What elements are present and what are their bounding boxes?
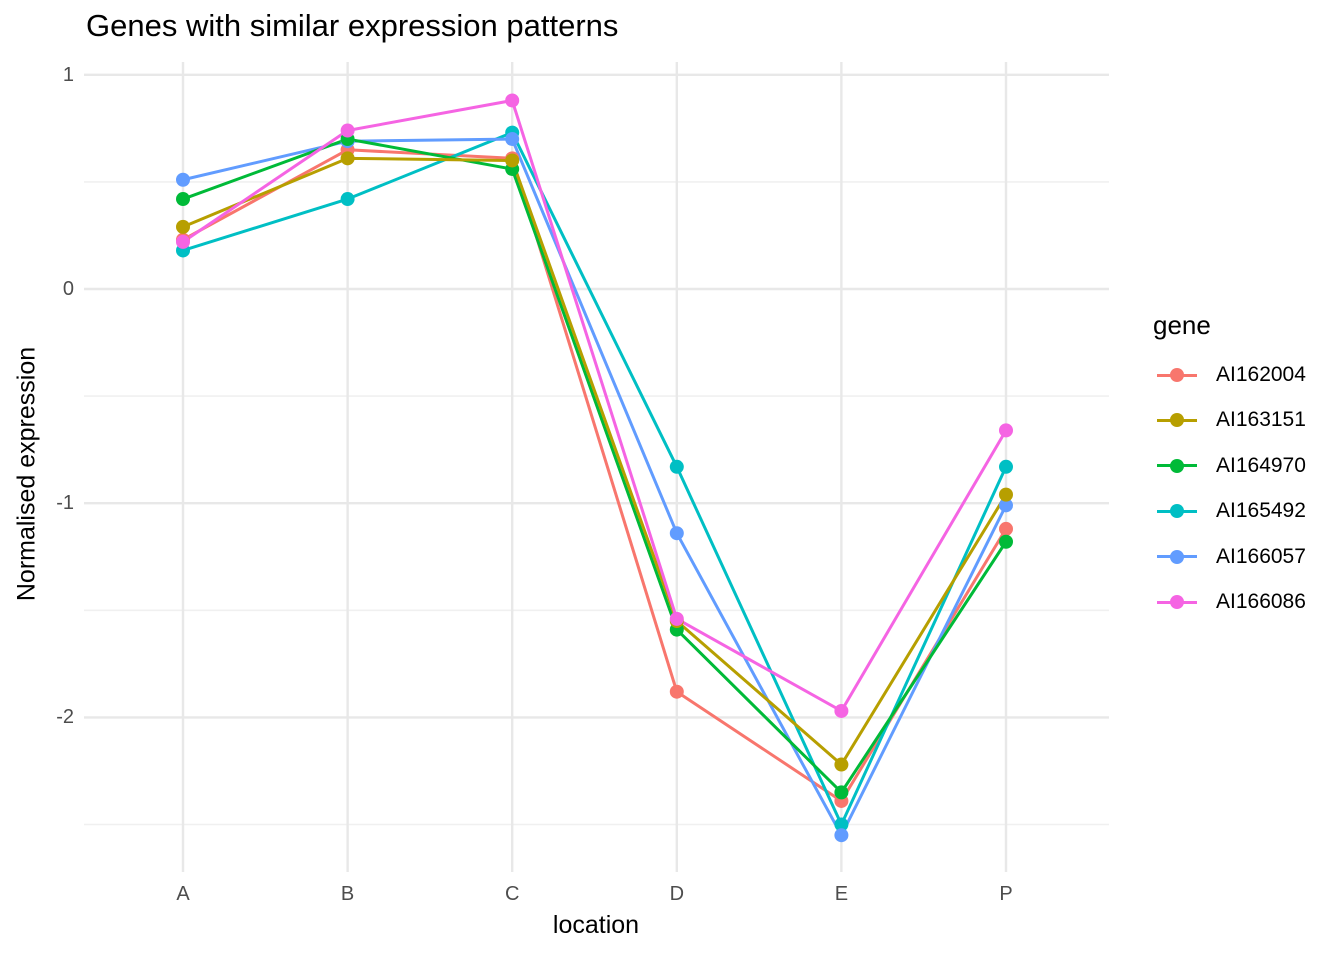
legend-title: gene: [1153, 310, 1211, 340]
y-tick-label-0: 0: [62, 278, 74, 300]
data-point-AI166057-E: [834, 828, 849, 843]
data-point-AI163151-E: [834, 757, 849, 772]
x-tick-label-E: E: [834, 883, 849, 905]
y-tick-label-1: 1: [62, 63, 74, 86]
data-point-AI166057-D: [669, 526, 684, 541]
series-line-AI166086: [182, 99, 1008, 713]
series-line-AI165492: [182, 131, 1008, 826]
x-tick-label-D: D: [669, 883, 685, 905]
data-point-AI165492-P: [999, 459, 1013, 474]
data-point-AI163151-B: [340, 151, 355, 166]
legend-item-label-AI166057: AI166057: [1216, 544, 1306, 568]
data-point-AI166086-E: [834, 703, 849, 718]
legend-key-dot: [1170, 504, 1184, 519]
legend-key-icon: [1157, 586, 1197, 618]
y-tick-label--2: -2: [56, 706, 74, 729]
data-point-AI165492-B: [340, 192, 355, 207]
series-line-AI162004: [182, 148, 1008, 803]
data-point-AI166086-A: [176, 234, 190, 249]
data-point-AI165492-E: [834, 817, 849, 832]
legend-key-dot: [1170, 368, 1184, 382]
data-point-AI162004-D: [669, 684, 684, 699]
data-point-AI163151-C: [505, 153, 520, 168]
chart-title: Genes with similar expression patterns: [86, 8, 619, 43]
legend-key-dot: [1170, 549, 1184, 564]
legend-key-icon: [1157, 359, 1197, 391]
legend-key-dot: [1170, 595, 1184, 609]
series-line-AI163151: [182, 156, 1008, 767]
data-point-AI163151-P: [999, 487, 1013, 502]
x-tick-label-A: A: [176, 883, 190, 905]
x-axis-title: location: [552, 911, 640, 939]
legend-key-dot: [1170, 413, 1184, 428]
data-point-AI162004-P: [999, 521, 1013, 536]
legend-key-dot: [1170, 458, 1184, 473]
legend-item-label-AI162004: AI162004: [1216, 363, 1306, 386]
legend-key-icon: [1157, 404, 1197, 436]
data-point-AI164970-E: [834, 785, 849, 800]
x-tick-label-C: C: [504, 883, 520, 905]
legend-item-label-AI163151: AI163151: [1216, 408, 1306, 432]
data-point-AI166086-D: [669, 611, 684, 626]
x-tick-label-B: B: [340, 883, 355, 905]
data-point-AI166086-B: [340, 123, 355, 138]
data-point-AI166086-C: [505, 93, 520, 108]
data-point-AI164970-P: [999, 534, 1013, 549]
legend-key-icon: [1157, 541, 1197, 573]
data-point-AI165492-D: [669, 459, 684, 474]
legend-item-label-AI166086: AI166086: [1216, 590, 1306, 613]
data-point-AI164970-A: [176, 192, 190, 207]
y-axis-title: Normalised expression: [12, 346, 41, 602]
data-point-AI166057-P: [999, 498, 1013, 513]
data-point-AI166057-C: [505, 132, 520, 147]
legend-key-icon: [1157, 450, 1197, 482]
data-point-AI166057-A: [176, 172, 190, 187]
y-tick-label--1: -1: [56, 492, 74, 515]
legend-key-icon: [1157, 495, 1197, 527]
data-point-AI163151-A: [176, 219, 190, 234]
data-point-AI166086-P: [999, 423, 1013, 438]
legend-item-label-AI165492: AI165492: [1216, 499, 1306, 523]
legend-item-label-AI164970: AI164970: [1216, 453, 1306, 477]
x-tick-label-P: P: [999, 883, 1013, 905]
